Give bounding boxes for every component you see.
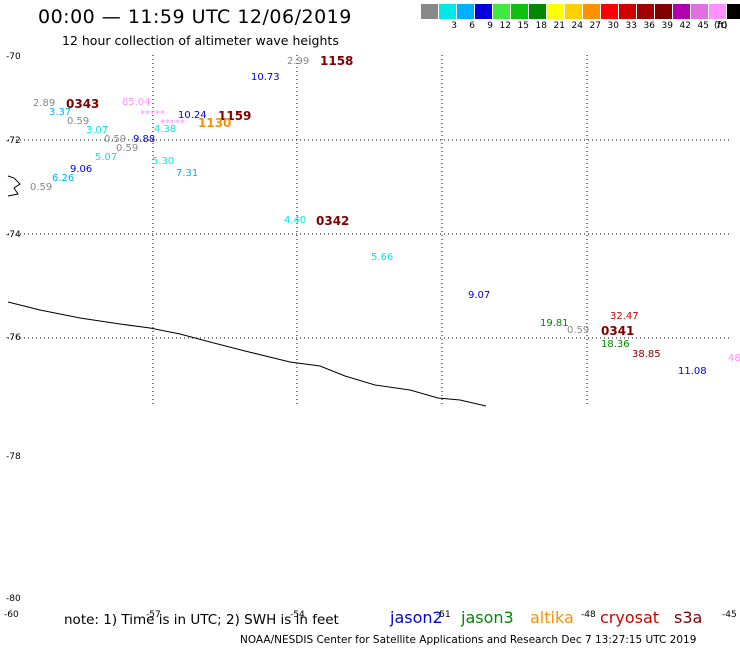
coastline (7, 301, 487, 407)
map-subtitle: 12 hour collection of altimeter wave hei… (62, 33, 339, 48)
lat-label: -72 (6, 136, 21, 146)
island-coast (7, 175, 21, 197)
wave-height-label: 9.88 (133, 134, 156, 145)
color-swatch (493, 4, 511, 19)
lat-label: -78 (6, 452, 21, 462)
wave-height-label: 3.37 (49, 107, 72, 118)
lon-label: -54 (290, 610, 305, 620)
color-swatch (565, 4, 583, 19)
color-swatch (691, 4, 709, 19)
color-swatch (601, 4, 619, 19)
credit-line: NOAA/NESDIS Center for Satellite Applica… (240, 634, 697, 646)
color-scale-tick: 6 (469, 21, 475, 31)
color-swatch (673, 4, 691, 19)
wave-height-label: 6.26 (52, 173, 75, 184)
color-scale-labels: 3 6 9 12 15 18 21 24 27 30 33 36 39 42 45 70 (421, 21, 727, 31)
pass-time-label: 0343 (66, 97, 100, 111)
wave-height-label: 19.81 (540, 318, 569, 329)
legend-cryosat: cryosat (600, 608, 660, 627)
wave-height-label: 18.36 (601, 339, 630, 350)
missing-value-marker: ***** (160, 118, 185, 129)
color-scale-tick: 3 (451, 21, 457, 31)
color-scale-tick: 12 (499, 21, 511, 31)
color-scale-tick: 70 (715, 21, 727, 31)
color-swatch (619, 4, 637, 19)
wave-height-label: 32.47 (610, 311, 639, 322)
color-swatch (421, 4, 439, 19)
lat-label: -70 (6, 52, 21, 62)
color-scale-tick: 42 (679, 21, 691, 31)
color-scale-tick: 9 (487, 21, 493, 31)
color-scale-tick: 24 (571, 21, 583, 31)
wave-height-label: 38.85 (632, 349, 661, 360)
wave-height-label: 10.24 (178, 110, 207, 121)
color-scale-tick: 39 (661, 21, 673, 31)
wave-height-label: 5.66 (371, 252, 394, 263)
wave-height-label: 7.31 (176, 168, 199, 179)
wave-height-label: 10.73 (251, 72, 280, 83)
color-scale-tick: 21 (553, 21, 565, 31)
color-scale-tick: 30 (607, 21, 619, 31)
wave-height-label: 5.07 (95, 152, 118, 163)
wave-height-label: 0.59 (567, 325, 590, 336)
wave-height-label: 3.07 (86, 125, 109, 136)
wave-height-label: 0.59 (104, 134, 127, 145)
color-swatch (637, 4, 655, 19)
lat-label: -80 (6, 594, 21, 604)
pass-time-label: 1159 (218, 109, 252, 123)
wave-height-label: 85.04 (122, 97, 151, 108)
lon-label: -51 (436, 610, 451, 620)
color-scale-tick: 15 (517, 21, 529, 31)
wave-height-label: 2.99 (287, 56, 310, 67)
color-swatch (547, 4, 565, 19)
color-scale-tick: 36 (643, 21, 655, 31)
wave-height-label: 9.07 (468, 290, 491, 301)
lon-label: -57 (146, 610, 161, 620)
color-scale-tick: 18 (535, 21, 547, 31)
lon-label: -48 (581, 610, 596, 620)
color-swatch (475, 4, 493, 19)
wave-height-label: 4.40 (284, 215, 307, 226)
wave-height-label: 0.59 (30, 182, 53, 193)
color-scale-tick: 45 (697, 21, 709, 31)
lon-label: -45 (722, 610, 737, 620)
legend-s3a: s3a (674, 608, 703, 627)
color-swatch (709, 4, 727, 19)
pass-time-label: 0341 (601, 324, 635, 338)
legend-altika: altika (530, 608, 574, 627)
pass-time-label: 1158 (320, 54, 354, 68)
wave-height-label: 11.08 (678, 366, 707, 377)
wave-height-label: 5.30 (152, 156, 175, 167)
graticule (8, 55, 732, 406)
wave-height-label: 4.38 (154, 124, 177, 135)
legend-jason3: jason3 (461, 608, 514, 627)
color-scale-tick: 27 (589, 21, 601, 31)
color-scale-unit: (ft) (714, 21, 728, 31)
map-title: 00:00 — 11:59 UTC 12/06/2019 (38, 6, 352, 28)
lat-label: -76 (6, 333, 21, 343)
wave-height-label: 0.59 (67, 116, 90, 127)
color-swatch (511, 4, 529, 19)
legend-jason2: jason2 (390, 608, 443, 627)
wave-height-label: 48 (728, 353, 740, 364)
color-swatch (727, 4, 740, 19)
color-swatch (457, 4, 475, 19)
color-swatch (439, 4, 457, 19)
color-scale-tick: 33 (625, 21, 637, 31)
color-swatch (529, 4, 547, 19)
pass-time-label: 0342 (316, 214, 350, 228)
lon-label: -60 (4, 610, 19, 620)
wave-height-label: 2.89 (33, 98, 56, 109)
wave-height-label: 9.06 (70, 164, 93, 175)
color-swatch (583, 4, 601, 19)
pass-time-label: 1130 (198, 116, 232, 130)
wave-height-label: 0.59 (116, 143, 139, 154)
lat-label: -74 (6, 230, 21, 240)
color-swatch (655, 4, 673, 19)
color-scale-bar (421, 4, 740, 19)
footer-note: note: 1) Time is in UTC; 2) SWH is in fe… (64, 612, 339, 628)
missing-value-marker: ***** (140, 109, 165, 120)
